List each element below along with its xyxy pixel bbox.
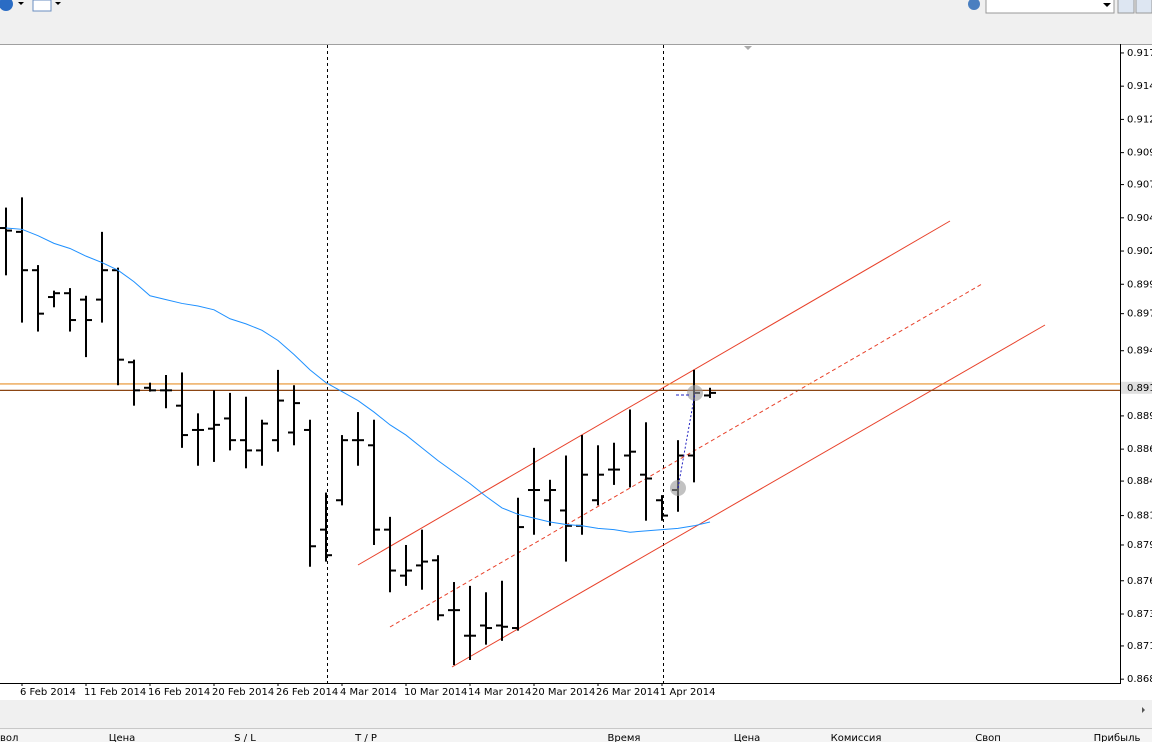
y-tick-label: 0.902: [1127, 246, 1152, 257]
y-tick-label: 0.897: [1127, 309, 1152, 320]
x-tick-label: 26 Feb 2014: [276, 687, 338, 698]
x-tick-label: 1 Apr 2014: [660, 687, 715, 698]
channel-upper: [357, 220, 951, 566]
y-tick-label: 0.881: [1127, 511, 1152, 522]
y-tick-label: 0.909: [1127, 148, 1152, 159]
column-header: Своп: [975, 733, 1001, 742]
x-tick-label: 14 Mar 2014: [468, 687, 531, 698]
chart-area: [0, 44, 1152, 700]
y-tick-label: 0.907: [1127, 180, 1152, 191]
indicator-icon[interactable]: [32, 0, 52, 12]
x-tick-label: 10 Mar 2014: [404, 687, 467, 698]
y-tick-label: 0.912: [1127, 114, 1152, 125]
x-tick-label: 16 Feb 2014: [148, 687, 210, 698]
scrollbar[interactable]: [0, 700, 1152, 722]
x-tick-label: 11 Feb 2014: [84, 687, 146, 698]
search-combo[interactable]: [985, 0, 1115, 14]
moving-average: [5, 227, 711, 533]
dropdown-arrow[interactable]: [18, 2, 24, 5]
x-tick-label: 20 Feb 2014: [212, 687, 274, 698]
x-tick-label: 4 Mar 2014: [340, 687, 397, 698]
column-header: Комиссия: [831, 733, 882, 742]
y-tick-label: 0.904: [1127, 213, 1152, 224]
y-tick-label: 0.868: [1127, 674, 1152, 685]
combo-arrow[interactable]: [1103, 3, 1111, 7]
column-header: Цена: [734, 733, 761, 742]
y-tick-label: 0.871: [1127, 641, 1152, 652]
column-header: Время: [608, 733, 641, 742]
dropdown-arrow[interactable]: [55, 2, 61, 5]
y-tick-label: 0.884: [1127, 476, 1152, 487]
order-link: [677, 392, 696, 489]
channel-lower: [451, 324, 1046, 668]
column-header: T / P: [354, 733, 377, 742]
column-header: вол: [0, 733, 18, 742]
column-header: Прибыль: [1094, 733, 1141, 742]
search-button[interactable]: [1117, 0, 1135, 14]
toolbar: [0, 0, 1152, 44]
settings-icon[interactable]: [968, 0, 980, 10]
y-tick-label: 0.899: [1127, 279, 1152, 290]
y-tick-label: 0.914: [1127, 81, 1152, 92]
x-tick-label: 6 Feb 2014: [20, 687, 76, 698]
scroll-arrow[interactable]: [1142, 707, 1145, 713]
y-tick-label: 0.917: [1127, 48, 1152, 59]
y-tick-label: 0.886: [1127, 444, 1152, 455]
column-header: S / L: [234, 733, 256, 742]
x-tick-label: 20 Mar 2014: [532, 687, 595, 698]
price-tag: [1121, 381, 1152, 394]
terminal-header: [0, 728, 1152, 742]
clock-icon[interactable]: [0, 0, 13, 11]
y-tick-label: 0.894: [1127, 346, 1152, 357]
plot: 0.917 0.914 0.912 0.909 0.907 0.904 0.902 0.899…: [0, 48, 1152, 698]
column-header: Цена: [109, 733, 136, 742]
y-tick-label: 0.873: [1127, 609, 1152, 620]
y-tick-label: 0.889: [1127, 411, 1152, 422]
y-tick-label: 0.879: [1127, 540, 1152, 551]
search-button[interactable]: [1135, 0, 1152, 14]
shift-marker: [744, 46, 752, 50]
y-tick-label: 0.876: [1127, 576, 1152, 587]
x-tick-label: 26 Mar 2014: [596, 687, 659, 698]
channel-middle: [389, 283, 983, 628]
price-tag-label: 0.891: [1127, 383, 1152, 394]
columns: вол Цена S / L T / P Время Цена Комиссия Своп Пр…: [0, 733, 1140, 742]
